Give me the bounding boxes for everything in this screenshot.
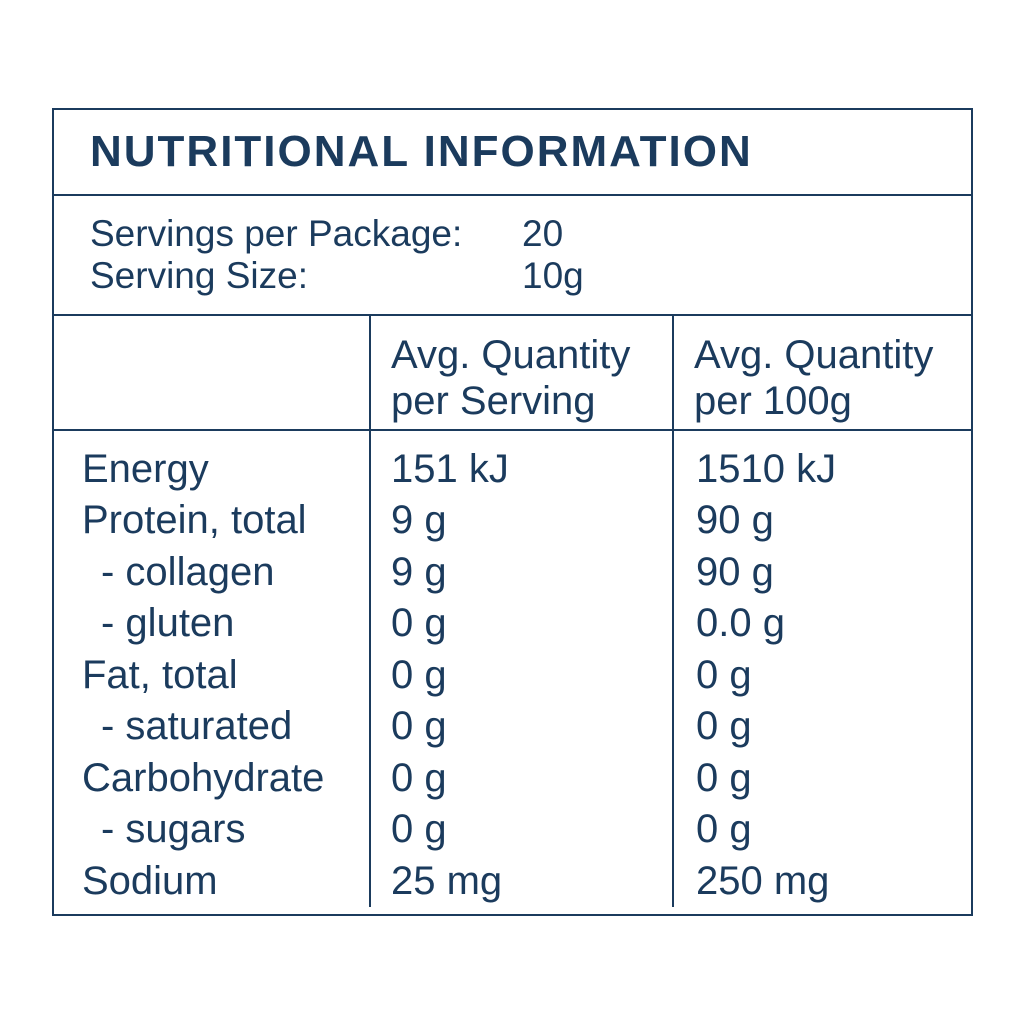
header-line: Avg. Quantity (694, 333, 934, 377)
nutrient-cell: Sodium (82, 858, 218, 903)
table-header-per-100g: Avg. Quantity per 100g (672, 316, 971, 431)
header-line: Avg. Quantity (391, 333, 631, 377)
servings-per-package-row: Servings per Package: 20 (90, 213, 971, 255)
nutrition-panel: NUTRITIONAL INFORMATION Servings per Pac… (52, 108, 973, 916)
per-100g-cell: 250 mg (672, 855, 971, 907)
serving-size-label: Serving Size: (90, 255, 308, 296)
per-100g-cell: 90 g (672, 546, 971, 598)
per-100g-cell: 0 g (672, 752, 971, 804)
per-serving-cell: 25 mg (369, 855, 672, 907)
serving-size-value: 10g (522, 255, 584, 296)
nutrient-cell: Fat, total (82, 652, 238, 697)
nutrient-cell: - collagen (101, 549, 275, 594)
per-100g-cell: 1510 kJ (672, 431, 971, 495)
serving-size-row: Serving Size: 10g (90, 255, 971, 297)
per-serving-cell: 9 g (369, 495, 672, 547)
servings-section: Servings per Package: 20 Serving Size: 1… (54, 196, 971, 316)
servings-per-package-label: Servings per Package: (90, 213, 463, 254)
nutrition-table: Avg. Quantity per Serving Avg. Quantity … (54, 316, 971, 907)
header-line: per Serving (391, 379, 596, 423)
servings-per-package-value: 20 (522, 213, 564, 254)
nutrient-cell: Energy (82, 446, 209, 491)
per-100g-cell: 0 g (672, 701, 971, 753)
nutrient-cell: - saturated (101, 704, 293, 748)
per-serving-cell: 0 g (369, 752, 672, 804)
per-serving-cell: 0 g (369, 701, 672, 753)
per-100g-cell: 0 g (672, 649, 971, 701)
per-serving-cell: 0 g (369, 598, 672, 650)
nutrient-cell: - sugars (101, 807, 246, 851)
per-serving-cell: 0 g (369, 649, 672, 701)
table-header-per-serving: Avg. Quantity per Serving (369, 316, 672, 431)
per-100g-cell: 90 g (672, 495, 971, 547)
panel-title: NUTRITIONAL INFORMATION (90, 127, 753, 176)
panel-header: NUTRITIONAL INFORMATION (54, 110, 971, 196)
header-line: per 100g (694, 379, 852, 423)
per-100g-cell: 0.0 g (672, 598, 971, 650)
table-header-nutrient (54, 316, 369, 431)
nutrient-cell: - gluten (101, 601, 235, 645)
nutrient-cell: Carbohydrate (82, 755, 325, 800)
per-serving-cell: 151 kJ (369, 431, 672, 495)
per-serving-cell: 9 g (369, 546, 672, 598)
per-100g-cell: 0 g (672, 804, 971, 856)
nutrient-cell: Protein, total (82, 498, 307, 542)
per-serving-cell: 0 g (369, 804, 672, 856)
